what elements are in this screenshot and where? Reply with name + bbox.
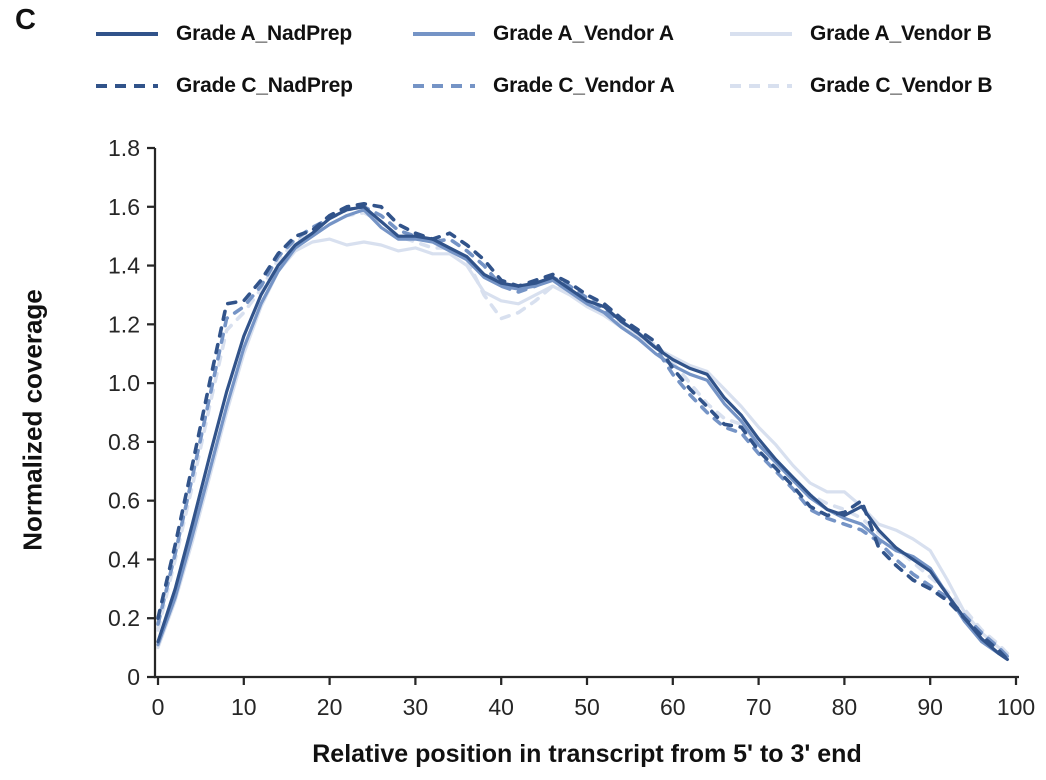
x-tick-label: 0: [152, 694, 165, 720]
series-line-grade-c-nadprep: [156, 202, 1010, 662]
legend-label: Grade A_Vendor B: [810, 22, 992, 45]
x-tick-label: 60: [660, 694, 686, 720]
legend-item: Grade C_Vendor B: [730, 74, 993, 98]
y-tick-label: 1.2: [108, 311, 140, 337]
legend-label: Grade A_Vendor A: [493, 22, 674, 45]
line-swatch-dashed-dark: [96, 84, 158, 88]
series-line-grade-c-vendor-a: [156, 205, 1010, 659]
legend-label: Grade C_NadPrep: [176, 74, 353, 97]
series-line-grade-a-vendor-a: [156, 208, 1010, 659]
y-tick-label: 0.4: [108, 546, 140, 572]
legend-label: Grade C_Vendor A: [493, 74, 675, 97]
x-tick-label: 40: [488, 694, 514, 720]
legend-item: Grade A_Vendor A: [413, 22, 730, 46]
x-tick-label: 50: [574, 694, 600, 720]
y-tick-label: 0: [127, 664, 140, 690]
line-swatch-solid-medium: [413, 32, 475, 36]
series-line-grade-a-nadprep: [156, 205, 1010, 662]
series-line-grade-c-vendor-b: [156, 210, 1010, 656]
y-tick-label: 1.0: [108, 370, 140, 396]
legend-item: Grade C_NadPrep: [96, 74, 413, 98]
x-axis-title: Relative position in transcript from 5' …: [312, 740, 862, 768]
y-tick-label: 0.2: [108, 605, 140, 631]
x-tick-label: 90: [917, 694, 943, 720]
legend-item: Grade A_Vendor B: [730, 22, 992, 46]
x-tick-label: 10: [231, 694, 257, 720]
legend-item: Grade A_NadPrep: [96, 22, 413, 46]
line-swatch-dashed-medium: [413, 84, 475, 88]
x-tick-label: 20: [317, 694, 343, 720]
legend-label: Grade A_NadPrep: [176, 22, 352, 45]
y-tick-label: 0.8: [108, 429, 140, 455]
y-tick-label: 0.6: [108, 488, 140, 514]
panel-label: C: [15, 4, 36, 36]
series-line-grade-a-vendor-b: [156, 237, 1010, 656]
legend-item: Grade C_Vendor A: [413, 74, 730, 98]
x-tick-label: 70: [746, 694, 772, 720]
legend-row-grade-a: Grade A_NadPrep Grade A_Vendor A Grade A…: [96, 22, 992, 46]
x-tick-label: 80: [832, 694, 858, 720]
y-tick-label: 1.8: [108, 135, 140, 161]
x-tick-label: 100: [997, 694, 1035, 720]
y-tick-label: 1.4: [108, 253, 140, 279]
y-tick-label: 1.6: [108, 194, 140, 220]
line-swatch-solid-light: [730, 32, 792, 36]
line-swatch-solid-dark: [96, 32, 158, 36]
legend-label: Grade C_Vendor B: [810, 74, 993, 97]
x-tick-label: 30: [403, 694, 429, 720]
line-swatch-dashed-light: [730, 84, 792, 88]
legend-row-grade-c: Grade C_NadPrep Grade C_Vendor A Grade C…: [96, 74, 993, 98]
